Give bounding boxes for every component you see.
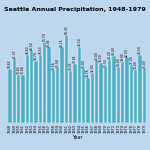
Text: 32.00: 32.00 <box>90 64 94 72</box>
Bar <box>134 70 137 123</box>
Text: 56.35: 56.35 <box>64 25 68 34</box>
Bar <box>21 75 25 123</box>
Text: 51.79: 51.79 <box>43 33 47 41</box>
Text: 43.63: 43.63 <box>26 45 29 54</box>
Text: Seattle Annual Precipitation, 1948-1979: Seattle Annual Precipitation, 1948-1979 <box>4 6 146 12</box>
Bar <box>99 63 103 123</box>
Text: 48.50: 48.50 <box>77 38 81 46</box>
Bar <box>121 62 124 123</box>
Text: 30.68: 30.68 <box>21 66 25 74</box>
Bar <box>108 60 111 123</box>
Bar <box>86 78 90 123</box>
Bar <box>56 67 59 123</box>
Text: 39.00: 39.00 <box>121 52 125 61</box>
Bar <box>82 68 85 123</box>
Bar <box>78 47 81 123</box>
Text: 35.50: 35.50 <box>103 58 107 67</box>
Text: 43.53: 43.53 <box>38 46 42 54</box>
Text: 43.00: 43.00 <box>112 46 116 55</box>
Bar <box>69 71 72 123</box>
Bar <box>65 34 68 123</box>
Bar <box>39 55 42 123</box>
Text: 46.52: 46.52 <box>30 41 34 50</box>
Text: 30.83: 30.83 <box>17 66 21 74</box>
Bar <box>43 42 46 123</box>
Text: 38.50: 38.50 <box>99 53 103 62</box>
Text: 43.50: 43.50 <box>138 45 142 54</box>
Text: 34.62: 34.62 <box>8 60 12 68</box>
Text: 35.58: 35.58 <box>56 58 60 67</box>
Text: 35.00: 35.00 <box>82 59 86 68</box>
Text: 41.37: 41.37 <box>12 49 16 58</box>
Text: 33.56: 33.56 <box>51 61 55 70</box>
Text: 36.00: 36.00 <box>116 57 120 66</box>
Text: 40.20: 40.20 <box>108 51 112 59</box>
Bar <box>30 50 33 123</box>
Bar <box>91 73 94 123</box>
Bar <box>74 64 77 123</box>
Bar <box>143 68 146 123</box>
Text: 34.00: 34.00 <box>134 60 138 69</box>
Text: 40.00: 40.00 <box>95 51 99 60</box>
Bar <box>60 47 64 123</box>
Bar <box>17 75 20 123</box>
Bar <box>13 58 16 123</box>
Bar <box>26 55 29 123</box>
Bar <box>95 60 98 123</box>
Bar <box>125 57 129 123</box>
Text: 33.33: 33.33 <box>69 62 73 70</box>
Text: 37.00: 37.00 <box>129 56 133 64</box>
Bar <box>138 55 142 123</box>
Text: 42.00: 42.00 <box>125 48 129 57</box>
Text: 48.25: 48.25 <box>60 38 64 47</box>
Bar <box>52 70 55 123</box>
Text: 37.83: 37.83 <box>73 55 77 63</box>
Bar <box>130 65 133 123</box>
Bar <box>104 67 107 123</box>
Bar <box>117 66 120 123</box>
Text: 35.00: 35.00 <box>142 59 146 68</box>
Bar <box>34 61 38 123</box>
Text: 39.79: 39.79 <box>34 51 38 60</box>
Bar <box>8 69 12 123</box>
X-axis label: Year: Year <box>72 135 83 140</box>
Text: 48.34: 48.34 <box>47 38 51 47</box>
Text: 28.78: 28.78 <box>86 69 90 77</box>
Bar <box>112 56 116 123</box>
Bar <box>47 47 51 123</box>
